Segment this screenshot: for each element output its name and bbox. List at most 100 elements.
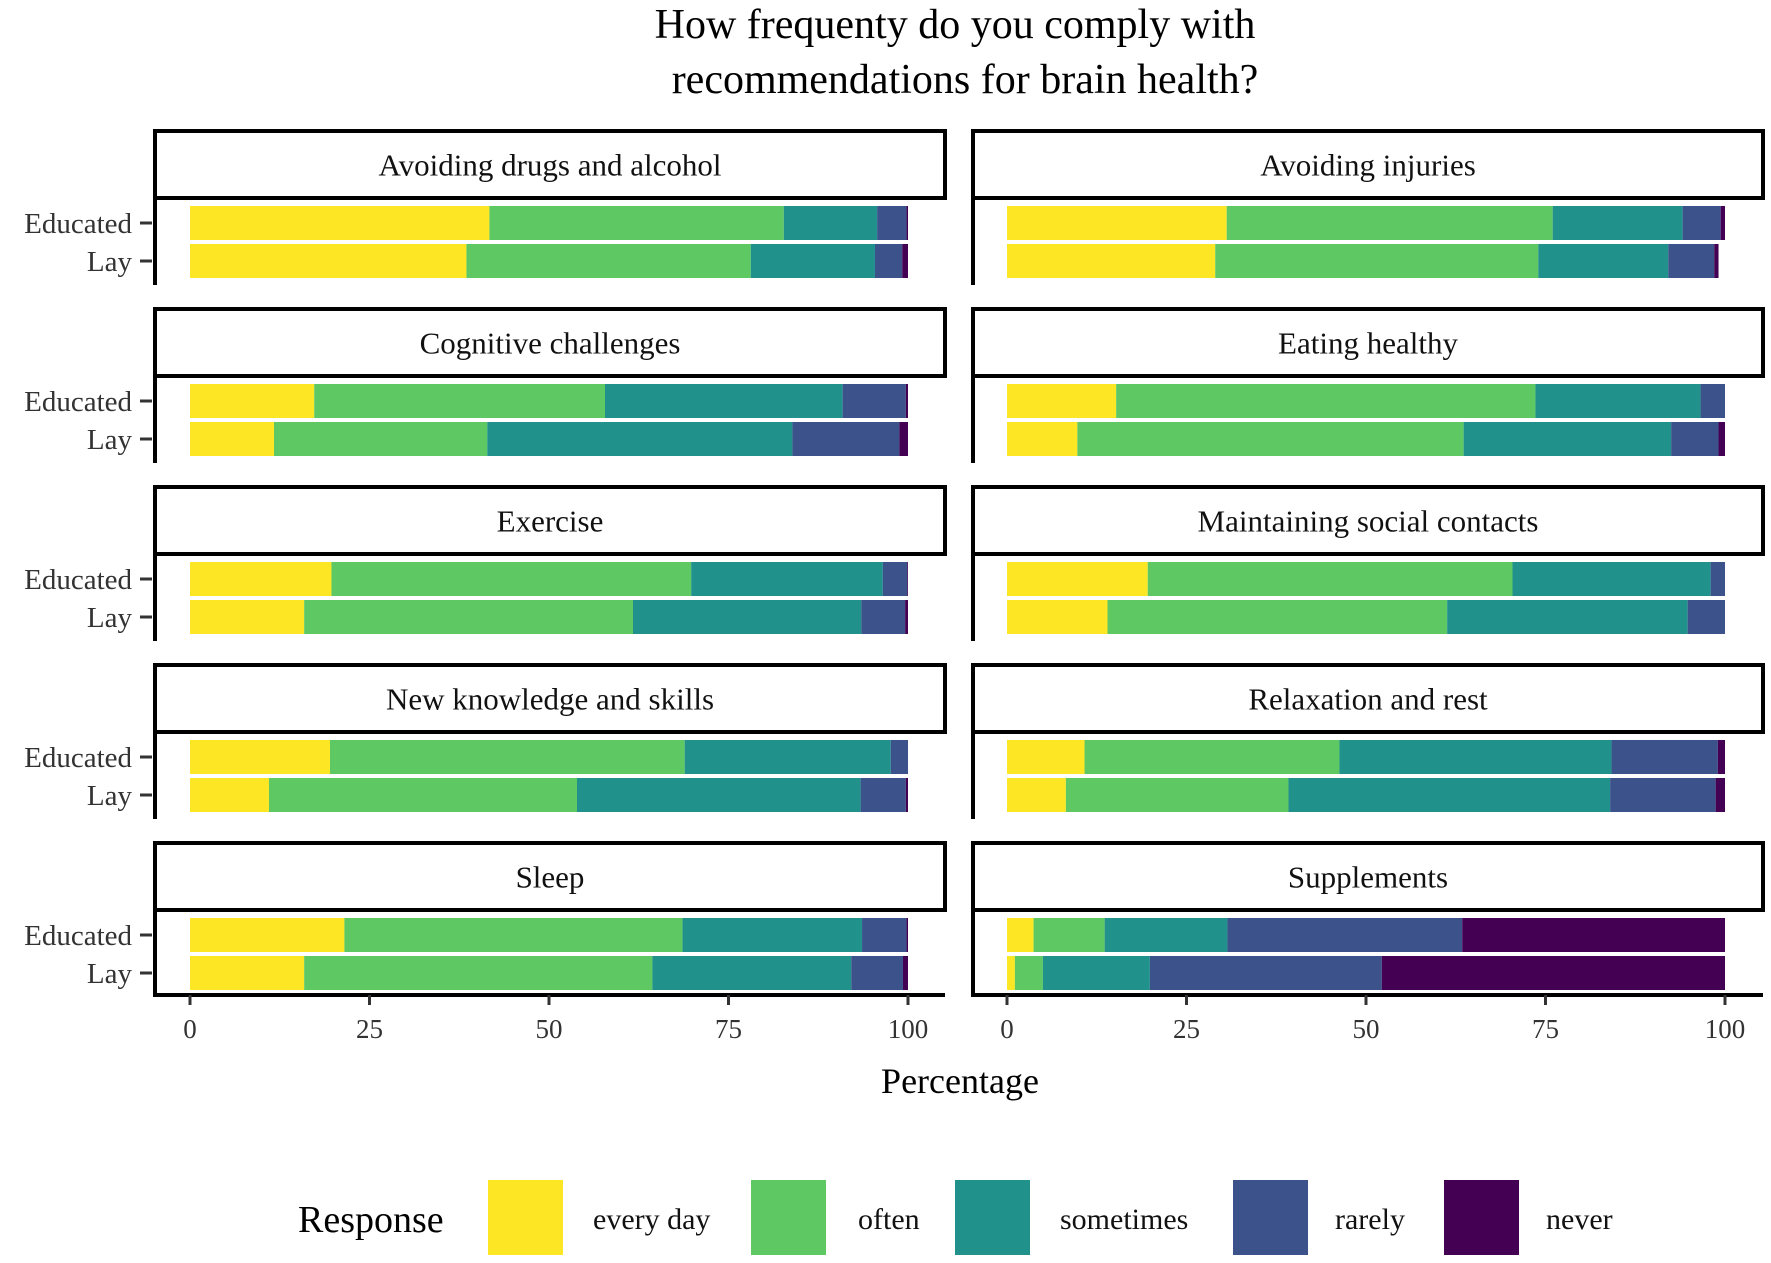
bar-segment-educated-often [1226,206,1553,240]
bar-segment-educated-sometimes [682,918,863,952]
bar-segment-lay-sometimes [750,244,875,278]
bar-segment-educated-every-day [190,206,490,240]
facet-strip [971,129,1765,200]
facet-panel-cognitive-challenges: Cognitive challenges Educated Lay [24,307,947,463]
bar-segment-lay-every-day [1007,422,1078,456]
bar-segment-lay-rarely [851,956,903,990]
bar-segment-educated-often [1116,384,1536,418]
bar-segment-lay-never [1381,956,1725,990]
x-tick-label-25: 25 [1173,1014,1200,1044]
bar-segment-lay-rarely [1671,422,1719,456]
legend-item-every-day: every day [488,1180,710,1255]
bar-segment-lay-every-day [1007,244,1216,278]
bar-segment-lay-rarely [1149,956,1382,990]
bar-segment-educated-often [331,562,692,596]
x-tick-label-100: 100 [888,1014,929,1044]
bar-segment-educated-sometimes [691,562,883,596]
bar-segment-lay-every-day [1007,956,1015,990]
bar-segment-lay-every-day [190,600,305,634]
y-tick-label-educated: Educated [24,386,132,418]
bar-segment-lay-rarely [1610,778,1716,812]
bar-segment-lay-every-day [1007,778,1066,812]
x-tick-label-50: 50 [536,1014,563,1044]
bar-segment-lay-rarely [874,244,903,278]
bar-segment-lay-never [1718,422,1725,456]
x-axis-title: Percentage [881,1061,1039,1101]
facet-strip-label: Supplements [1288,860,1448,895]
bar-segment-educated-often [1033,918,1105,952]
x-tick-label-25: 25 [356,1014,383,1044]
bar-segment-educated-every-day [1007,384,1117,418]
facet-panel-new-knowledge-and-skills: New knowledge and skills Educated Lay [24,663,947,819]
bar-segment-educated-often [330,740,685,774]
bar-segment-lay-every-day [190,956,305,990]
bar-segment-educated-sometimes [684,740,891,774]
bar-segment-lay-never [902,244,908,278]
bar-segment-educated-often [1147,562,1513,596]
y-tick-label-educated: Educated [24,208,132,240]
bar-segment-educated-never [1720,206,1725,240]
x-tick-label-0: 0 [1000,1014,1014,1044]
bar-segment-educated-sometimes [783,206,878,240]
bar-segment-educated-never [906,918,908,952]
bar-segment-educated-every-day [190,384,315,418]
y-tick-label-lay: Lay [87,602,133,634]
legend-item-rarely: rarely [1233,1180,1405,1255]
legend-label-every-day: every day [593,1203,710,1236]
bar-segment-educated-often [489,206,784,240]
bar-segment-lay-never [902,956,908,990]
bar-segment-lay-often [274,422,488,456]
y-tick-label-lay: Lay [87,424,133,456]
bar-segment-educated-every-day [1007,562,1148,596]
legend: Response every day often sometimes rarely nev… [298,1180,1613,1255]
facet-strip-label: New knowledge and skills [386,682,714,717]
bar-segment-educated-rarely [1700,384,1725,418]
x-tick-label-50: 50 [1353,1014,1380,1044]
bar-segment-educated-every-day [1007,740,1085,774]
facet-strip [153,129,947,200]
bar-segment-educated-every-day [1007,206,1227,240]
bar-segment-educated-never [906,206,908,240]
facet-strip [153,663,947,734]
bar-segment-lay-often [1077,422,1464,456]
bar-segment-educated-every-day [1007,918,1034,952]
facet-strip-label: Maintaining social contacts [1198,504,1539,539]
bar-segment-educated-never [1462,918,1725,952]
bar-segment-lay-often [268,778,578,812]
legend-swatch-never [1444,1180,1519,1255]
y-tick-label-educated: Educated [24,564,132,596]
bar-segment-lay-rarely [1687,600,1725,634]
bar-segment-lay-never [899,422,908,456]
facet-strip [153,307,947,378]
y-tick-label-educated: Educated [24,920,132,952]
facet-strip [971,307,1765,378]
facet-panel-supplements: Supplements 0 25 50 75 100 [971,841,1765,1044]
bar-segment-educated-sometimes [1512,562,1711,596]
bar-segment-lay-never [905,778,908,812]
bar-segment-educated-sometimes [1339,740,1612,774]
bar-segment-lay-sometimes [1538,244,1669,278]
bar-segment-lay-sometimes [1288,778,1611,812]
bar-segment-lay-sometimes [633,600,862,634]
bar-segment-lay-sometimes [577,778,861,812]
x-tick-label-75: 75 [1532,1014,1559,1044]
bar-segment-educated-never [907,562,908,596]
bar-segment-lay-never [905,600,908,634]
bar-segment-lay-every-day [190,778,269,812]
bar-segment-educated-rarely [882,562,908,596]
legend-item-often: often [751,1180,920,1255]
bar-segment-lay-often [1065,778,1289,812]
bar-segment-educated-sometimes [1552,206,1683,240]
facet-strip [971,841,1765,912]
bar-segment-educated-rarely [890,740,908,774]
legend-label-rarely: rarely [1335,1203,1405,1236]
bar-segment-lay-often [304,956,653,990]
legend-swatch-often [751,1180,826,1255]
bar-segment-educated-every-day [190,918,345,952]
bar-segment-educated-rarely [1227,918,1463,952]
bar-segment-lay-rarely [860,778,906,812]
bar-segment-educated-never [1717,740,1725,774]
legend-swatch-every-day [488,1180,563,1255]
bar-segment-educated-sometimes [1104,918,1228,952]
facet-panel-avoiding-drugs-and-alcohol: Avoiding drugs and alcohol Educated Lay [24,129,947,285]
